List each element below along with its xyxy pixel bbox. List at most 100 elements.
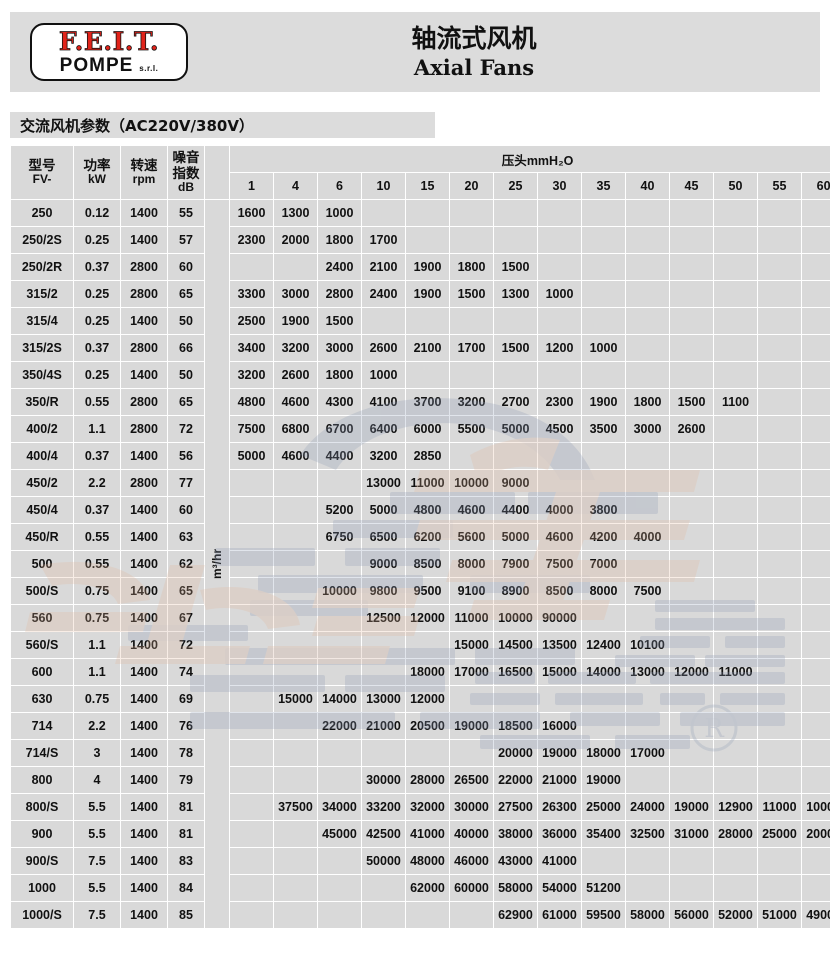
- cell-flow: 5200: [318, 497, 361, 523]
- cell-flow-empty: [626, 470, 669, 496]
- cell-flow-empty: [230, 848, 273, 874]
- cell-flow-empty: [626, 362, 669, 388]
- cell-flow: 2850: [406, 443, 449, 469]
- cell-flow: 2600: [362, 335, 405, 361]
- cell-flow-empty: [670, 632, 713, 658]
- cell-power: 0.55: [74, 389, 120, 415]
- cell-power: 0.25: [74, 227, 120, 253]
- cell-noise: 62: [168, 551, 204, 577]
- table-row: 315/2 0.25 2800 65 3300 3000 2800 2400 1900 1500 1…: [11, 281, 830, 307]
- cell-flow: 20000: [802, 821, 830, 847]
- cell-flow: 19000: [538, 740, 581, 766]
- cell-flow-empty: [230, 497, 273, 523]
- cell-flow-empty: [802, 632, 830, 658]
- cell-flow-empty: [494, 200, 537, 226]
- table-body: 250 0.12 1400 55 m³/hr 1600 1300 1000 250/2S 0.25…: [11, 200, 830, 928]
- cell-flow-empty: [274, 875, 317, 901]
- col-header-noise: 噪音 指数 dB: [168, 146, 204, 199]
- table-row: 800 4 1400 79 30000 28000 26500 22000 21000 19000: [11, 767, 830, 793]
- cell-flow-empty: [714, 524, 757, 550]
- cell-speed: 1400: [121, 362, 167, 388]
- cell-flow: 9800: [362, 578, 405, 604]
- cell-flow: 6800: [274, 416, 317, 442]
- cell-flow: 11000: [450, 605, 493, 631]
- cell-flow: 56000: [670, 902, 713, 928]
- cell-flow: 2700: [494, 389, 537, 415]
- cell-speed: 2800: [121, 389, 167, 415]
- cell-flow-empty: [758, 227, 801, 253]
- cell-flow-empty: [274, 578, 317, 604]
- cell-flow-empty: [758, 578, 801, 604]
- table-header-row-main: 型号 FV- 功率 kW 转速 rpm 噪音 指数 dB: [11, 146, 830, 199]
- cell-noise: 57: [168, 227, 204, 253]
- cell-power: 7.5: [74, 848, 120, 874]
- cell-flow-empty: [318, 551, 361, 577]
- cell-flow-empty: [802, 659, 830, 685]
- cell-flow-empty: [274, 848, 317, 874]
- cell-noise: 69: [168, 686, 204, 712]
- cell-flow: 10000: [318, 578, 361, 604]
- company-logo: F.E.I.T. POMPE s.r.l.: [30, 23, 188, 81]
- cell-flow-empty: [802, 416, 830, 442]
- cell-model: 250/2S: [11, 227, 73, 253]
- cell-flow: 6750: [318, 524, 361, 550]
- cell-speed: 1400: [121, 686, 167, 712]
- cell-flow-empty: [758, 200, 801, 226]
- cell-flow: 8500: [538, 578, 581, 604]
- cell-power: 3: [74, 740, 120, 766]
- cell-flow-empty: [538, 470, 581, 496]
- table-head: 型号 FV- 功率 kW 转速 rpm 噪音 指数 dB: [11, 146, 830, 199]
- cell-model: 350/R: [11, 389, 73, 415]
- cell-flow-empty: [714, 848, 757, 874]
- cell-flow: 4600: [450, 497, 493, 523]
- cell-speed: 1400: [121, 794, 167, 820]
- cell-speed: 1400: [121, 443, 167, 469]
- cell-flow: 60000: [450, 875, 493, 901]
- col-header-pressure-15: 15: [406, 173, 449, 199]
- cell-flow-empty: [582, 227, 625, 253]
- cell-model: 450/2: [11, 470, 73, 496]
- cell-speed: 1400: [121, 848, 167, 874]
- cell-flow-empty: [626, 713, 669, 739]
- cell-flow-empty: [670, 767, 713, 793]
- cell-flow: 36000: [538, 821, 581, 847]
- cell-flow-empty: [362, 308, 405, 334]
- cell-noise: 76: [168, 713, 204, 739]
- cell-power: 1.1: [74, 659, 120, 685]
- cell-flow: 51000: [758, 902, 801, 928]
- cell-flow: 24000: [626, 794, 669, 820]
- cell-flow: 2400: [318, 254, 361, 280]
- cell-speed: 2800: [121, 335, 167, 361]
- cell-flow-empty: [802, 281, 830, 307]
- table-row: 450/R 0.55 1400 63 6750 6500 6200 5600 5000 4600 4…: [11, 524, 830, 550]
- fan-spec-table: 型号 FV- 功率 kW 转速 rpm 噪音 指数 dB: [10, 145, 830, 929]
- cell-flow-empty: [450, 740, 493, 766]
- cell-flow: 1000: [538, 281, 581, 307]
- cell-flow: 14000: [318, 686, 361, 712]
- cell-power: 5.5: [74, 875, 120, 901]
- cell-flow-empty: [450, 686, 493, 712]
- cell-flow: 5600: [450, 524, 493, 550]
- cell-flow: 1300: [494, 281, 537, 307]
- cell-flow-empty: [670, 551, 713, 577]
- cell-flow-empty: [626, 848, 669, 874]
- cell-flow: 16500: [494, 659, 537, 685]
- cell-flow: 3000: [318, 335, 361, 361]
- cell-model: 500/S: [11, 578, 73, 604]
- cell-flow: 3000: [626, 416, 669, 442]
- cell-flow-empty: [802, 767, 830, 793]
- cell-speed: 1400: [121, 605, 167, 631]
- cell-noise: 81: [168, 794, 204, 820]
- cell-flow: 16000: [538, 713, 581, 739]
- cell-power: 5.5: [74, 821, 120, 847]
- cell-flow-empty: [802, 254, 830, 280]
- cell-flow: 4600: [274, 389, 317, 415]
- cell-flow-empty: [406, 902, 449, 928]
- cell-power: 0.25: [74, 308, 120, 334]
- cell-model: 1000: [11, 875, 73, 901]
- cell-flow-empty: [230, 902, 273, 928]
- cell-flow: 30000: [450, 794, 493, 820]
- cell-flow: 6000: [406, 416, 449, 442]
- cell-flow-empty: [230, 578, 273, 604]
- cell-flow-empty: [714, 362, 757, 388]
